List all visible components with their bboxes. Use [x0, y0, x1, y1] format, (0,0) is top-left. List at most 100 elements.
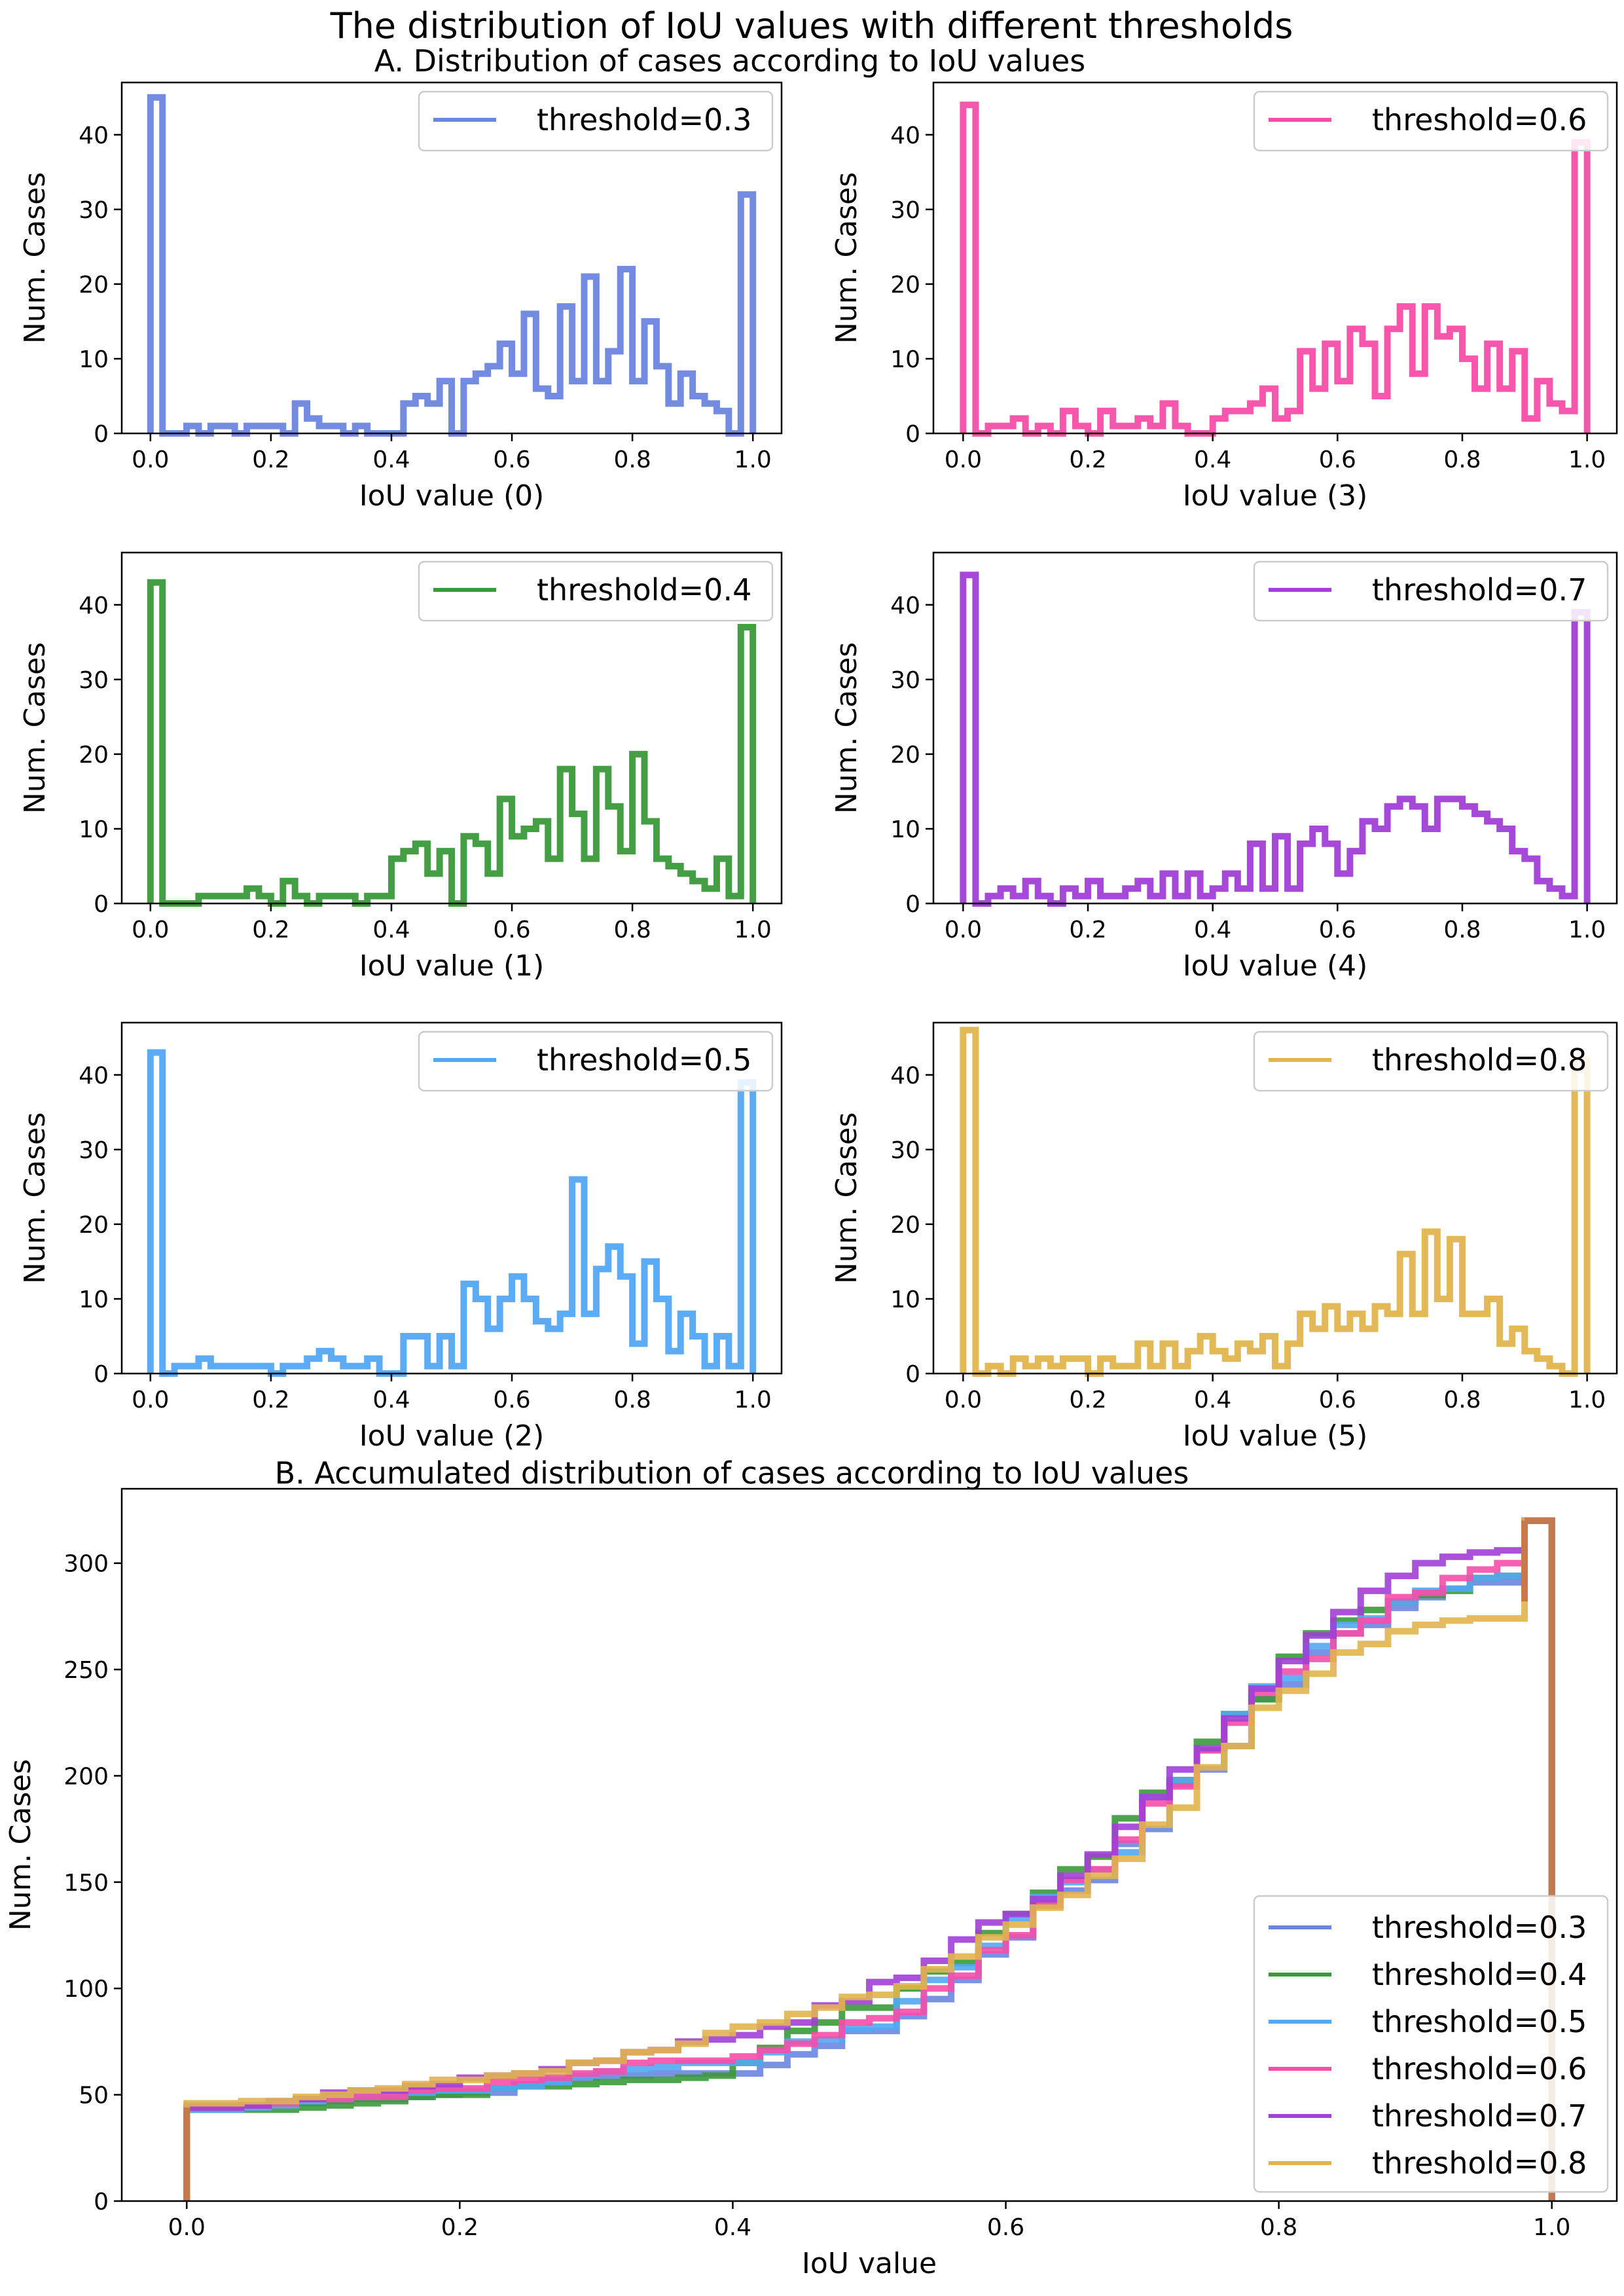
y-tick-label: 300	[63, 1551, 109, 1578]
x-tick-label: 0.8	[1443, 446, 1481, 473]
histogram-series	[960, 572, 1591, 907]
plot-frame	[932, 551, 1618, 905]
y-tick-label: 200	[63, 1763, 109, 1790]
x-tick-label: 1.0	[734, 917, 772, 943]
histogram-panel-5: 0.0 0.2 0.4 0.6 0.8 1.0 0 10 20 30 40 IoU value (2)…	[18, 1021, 783, 1453]
x-tick-label: 0.8	[1443, 1387, 1481, 1413]
plot-frame	[932, 1021, 1618, 1375]
x-axis-label: IoU value	[802, 2247, 937, 2280]
x-tick-label: 0.6	[493, 446, 530, 473]
legend-entry-label: threshold=0.8	[1372, 1042, 1587, 1078]
y-axis-label: Num. Cases	[18, 642, 52, 814]
x-tick-label: 0.4	[1194, 446, 1231, 473]
y-tick-label: 0	[94, 891, 109, 918]
y-tick-label: 10	[890, 816, 920, 843]
x-tick-label: 1.0	[1568, 446, 1606, 473]
x-tick-label: 0.8	[613, 446, 651, 473]
x-tick-label: 0.6	[493, 917, 530, 943]
x-tick-label: 1.0	[1568, 917, 1606, 943]
y-tick-label: 250	[63, 1657, 109, 1684]
legend-entry-label: threshold=0.5	[537, 1042, 751, 1078]
x-tick-label: 1.0	[734, 1387, 772, 1413]
plot-frame	[932, 81, 1618, 435]
histogram-series	[147, 94, 757, 437]
x-tick-label: 0.0	[168, 2214, 206, 2241]
x-tick-label: 1.0	[1568, 1387, 1606, 1413]
section-b-title: B. Accumulated distribution of cases acc…	[275, 1455, 1189, 1491]
y-axis-label: Num. Cases	[18, 1112, 52, 1284]
y-tick-label: 20	[890, 742, 920, 769]
x-tick-label: 0.4	[372, 917, 410, 943]
x-tick-label: 0.6	[1319, 1387, 1356, 1413]
histogram-series	[147, 1049, 757, 1377]
x-tick-label: 0.2	[1069, 917, 1106, 943]
y-tick-label: 10	[79, 346, 109, 373]
y-axis-label: Num. Cases	[830, 172, 863, 344]
y-tick-label: 40	[890, 122, 920, 149]
legend-box	[418, 560, 774, 622]
legend-entry-6-label: threshold=0.8	[1372, 2145, 1587, 2181]
x-tick-label: 0.8	[1260, 2214, 1297, 2241]
legend-entry-label: threshold=0.6	[1372, 102, 1587, 137]
legend-entry-5-label: threshold=0.7	[1372, 2098, 1587, 2134]
y-tick-label: 30	[890, 667, 920, 694]
histogram-panel-4: 0.0 0.2 0.4 0.6 0.8 1.0 0 10 20 30 40 IoU value (4)…	[830, 551, 1618, 983]
x-tick-label: 0.2	[441, 2214, 478, 2241]
x-tick-label: 0.6	[1319, 446, 1356, 473]
y-tick-label: 30	[890, 197, 920, 224]
plot-frame	[120, 81, 783, 435]
x-tick-label: 0.4	[714, 2214, 751, 2241]
legend-box	[418, 1030, 774, 1092]
x-tick-label: 0.2	[252, 917, 289, 943]
x-tick-label: 0.8	[613, 1387, 651, 1413]
y-tick-label: 20	[890, 272, 920, 299]
y-tick-label: 10	[890, 1286, 920, 1313]
legend-box	[418, 90, 774, 152]
histogram-panel-3: 0.0 0.2 0.4 0.6 0.8 1.0 0 10 20 30 40 IoU value (1)…	[18, 551, 783, 983]
histogram-series	[147, 579, 757, 907]
y-tick-label: 0	[94, 2189, 109, 2215]
y-tick-label: 0	[905, 891, 920, 918]
legend-entry-label: threshold=0.4	[537, 572, 751, 608]
figure-suptitle: The distribution of IoU values with diff…	[330, 5, 1293, 46]
y-axis-label: Num. Cases	[18, 172, 52, 344]
legend-entry-4-label: threshold=0.6	[1372, 2051, 1587, 2086]
y-tick-label: 10	[890, 346, 920, 373]
legend-entry-label: threshold=0.7	[1372, 572, 1587, 608]
legend-entry-1-label: threshold=0.3	[1372, 1910, 1587, 1945]
x-tick-label: 0.0	[945, 917, 982, 943]
x-tick-label: 0.8	[613, 917, 651, 943]
y-tick-label: 30	[79, 1137, 109, 1164]
y-tick-label: 0	[94, 421, 109, 448]
y-tick-label: 100	[63, 1976, 109, 2003]
y-tick-label: 20	[79, 272, 109, 299]
y-tick-label: 10	[79, 816, 109, 843]
legend-entry-3-label: threshold=0.5	[1372, 2004, 1587, 2039]
panels: 0.0 0.2 0.4 0.6 0.8 1.0 0 10 20 30 40 IoU value (0)…	[4, 81, 1618, 2280]
y-tick-label: 30	[79, 667, 109, 694]
y-tick-label: 40	[890, 1063, 920, 1089]
x-tick-label: 0.4	[372, 446, 410, 473]
x-tick-label: 0.4	[1194, 917, 1231, 943]
y-axis-label: Num. Cases	[830, 1112, 863, 1284]
y-tick-label: 50	[79, 2083, 109, 2109]
cumulative-panel: 0.0 0.2 0.4 0.6 0.8 1.0 0 50 100 150 200 250 300 IoU …	[4, 1487, 1618, 2280]
x-tick-label: 0.6	[987, 2214, 1024, 2241]
plot-frame	[120, 1021, 783, 1375]
x-axis-label: IoU value (0)	[359, 479, 545, 513]
section-a-title: A. Distribution of cases according to Io…	[374, 43, 1086, 79]
plot-frame	[120, 1487, 1618, 2202]
x-tick-label: 0.0	[945, 446, 982, 473]
x-tick-label: 0.2	[252, 446, 289, 473]
y-tick-label: 30	[890, 1137, 920, 1164]
x-axis-label: IoU value (5)	[1183, 1419, 1368, 1453]
y-tick-label: 30	[79, 197, 109, 224]
y-tick-label: 40	[79, 122, 109, 149]
x-tick-label: 0.2	[252, 1387, 289, 1413]
y-tick-label: 20	[79, 742, 109, 769]
x-tick-label: 0.0	[945, 1387, 982, 1413]
y-axis-label: Num. Cases	[830, 642, 863, 814]
x-tick-label: 1.0	[734, 446, 772, 473]
x-tick-label: 0.4	[372, 1387, 410, 1413]
